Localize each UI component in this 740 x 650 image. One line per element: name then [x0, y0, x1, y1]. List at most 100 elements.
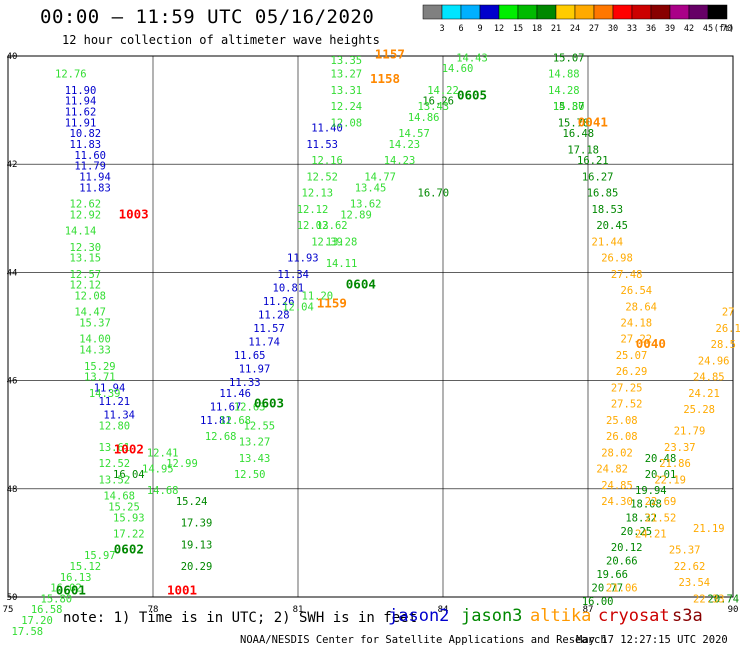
wave-height-point: 12.12 — [70, 280, 102, 292]
wave-height-point: 11.93 — [287, 253, 319, 265]
wave-height-point: 15.80 — [41, 593, 73, 605]
wave-height-point: 28.5 — [711, 339, 736, 351]
legend-swatch — [441, 4, 462, 20]
track-time-label: 1001 — [167, 582, 197, 597]
wave-height-point: 14.60 — [442, 63, 474, 75]
wave-height-point: 11.20 — [302, 290, 334, 302]
wave-height-point: 20.48 — [645, 453, 677, 465]
track-time-label: 1003 — [119, 206, 149, 221]
wave-height-point: 24.30 — [601, 496, 633, 508]
wave-height-point: 18.08 — [630, 499, 662, 511]
wave-height-point: 16.70 — [418, 188, 450, 200]
x-tick-label: 87 — [583, 605, 594, 615]
wave-height-point: 14.39 — [89, 388, 121, 400]
wave-height-point: 16.27 — [582, 171, 614, 183]
wave-height-point: 11.74 — [248, 336, 280, 348]
wave-height-point: 25.28 — [683, 404, 715, 416]
wave-height-point: 14.11 — [326, 258, 358, 270]
wave-height-point: 17.18 — [567, 144, 599, 156]
wave-height-point: 14.68 — [147, 485, 179, 497]
y-tick-label: 44 — [7, 268, 18, 278]
legend-label: 18 — [532, 24, 542, 34]
track-time-label: 1159 — [317, 296, 347, 311]
wave-height-point: 20.66 — [606, 556, 638, 568]
wave-height-point: 10.81 — [273, 282, 305, 294]
wave-height-point: 17.22 — [113, 528, 145, 540]
wave-height-point: 13.27 — [239, 437, 271, 449]
legend-swatch — [498, 4, 519, 20]
wave-height-point: 12.76 — [55, 69, 87, 81]
wave-height-point: 21.19 — [693, 523, 725, 535]
wave-height-point: 11.34 — [103, 409, 135, 421]
wave-height-point: 14.23 — [384, 155, 416, 167]
satellite-name: jason2 — [388, 606, 450, 626]
wave-height-point: 20.45 — [596, 220, 628, 232]
wave-height-point: 21.06 — [606, 583, 638, 595]
wave-height-point: 11.97 — [239, 363, 271, 375]
wave-height-point: 15.37 — [553, 101, 585, 113]
wave-height-point: 11.81 — [200, 415, 232, 427]
wave-height-point: 11.94 — [79, 171, 111, 183]
wave-height-point: 12.08 — [74, 290, 106, 302]
wave-height-point: 11.28 — [258, 309, 290, 321]
wave-height-point: 14.14 — [65, 226, 97, 238]
legend-label: 9 — [477, 24, 482, 34]
wave-height-point: 27.25 — [611, 382, 643, 394]
track-time-label: 0605 — [457, 87, 487, 102]
wave-height-point: 14.80 — [553, 101, 585, 113]
wave-height-point: 11.83 — [79, 182, 111, 194]
wave-height-point: 11.34 — [277, 269, 309, 281]
wave-height-point: 12.13 — [302, 188, 334, 200]
wave-height-point: 18.32 — [625, 512, 657, 524]
y-tick-label: 40 — [7, 52, 18, 62]
track-time-label: 0602 — [114, 542, 144, 557]
satellite-name: cryosat — [598, 606, 670, 626]
page-subtitle: 12 hour collection of altimeter wave hei… — [62, 33, 380, 47]
legend-label: 15 — [513, 24, 523, 34]
wave-height-point: 28.02 — [601, 447, 633, 459]
wave-height-point: 28.64 — [625, 301, 657, 313]
wave-height-point: 12.08 — [331, 117, 363, 129]
wave-height-point: 19.94 — [635, 485, 667, 497]
wave-height-point: 14.77 — [364, 171, 396, 183]
wave-height-point: 13.45 — [355, 182, 387, 194]
wave-height-point: 21.44 — [592, 236, 624, 248]
wave-height-point: 16.58 — [31, 604, 63, 616]
track-time-label: 1158 — [370, 71, 400, 86]
wave-height-point: 12.02 — [297, 220, 329, 232]
wave-height-point: 11.26 — [263, 296, 295, 308]
wave-height-point: 11.53 — [306, 139, 338, 151]
wave-height-point: 11.40 — [311, 123, 343, 135]
wave-height-point: 20.29 — [181, 561, 213, 573]
wave-height-point: 25.07 — [616, 350, 648, 362]
wave-height-point: 12.16 — [311, 155, 343, 167]
plot-area: 75 78 81 84 87 9040424446485011.9011.9411.621… — [3, 47, 740, 638]
legend-label: 30 — [608, 24, 618, 34]
wave-height-point: 23.54 — [679, 577, 711, 589]
satellite-name: jason3 — [461, 606, 523, 626]
wave-height-point: 17.39 — [181, 518, 213, 530]
x-tick-label: 84 — [438, 605, 449, 615]
legend-swatch — [669, 4, 690, 20]
wave-height-point: 14.23 — [389, 139, 421, 151]
legend-swatch — [593, 4, 614, 20]
wave-height-point: 14.86 — [408, 112, 440, 124]
y-tick-label: 50 — [7, 593, 18, 603]
legend-label: 36 — [646, 24, 656, 34]
legend-label: 33 — [627, 24, 637, 34]
legend-swatch — [422, 4, 443, 20]
wave-height-point: 12.52 — [306, 171, 338, 183]
wave-height-point: 20.12 — [611, 542, 643, 554]
legend-label: 39 — [665, 24, 675, 34]
wave-height-point: 12.62 — [70, 198, 102, 210]
wave-height-point: 15.29 — [84, 361, 116, 373]
wave-height-point: 13.71 — [84, 372, 116, 384]
y-tick-label: 48 — [7, 485, 18, 495]
wave-height-point: 15.12 — [70, 561, 102, 573]
wave-height-point: 20.01 — [645, 469, 677, 481]
wave-height-point: 12.80 — [99, 420, 131, 432]
wave-height-point: 11.57 — [253, 323, 285, 335]
wave-height-point: 16.48 — [563, 128, 595, 140]
wave-height-point: 27 — [722, 307, 735, 319]
